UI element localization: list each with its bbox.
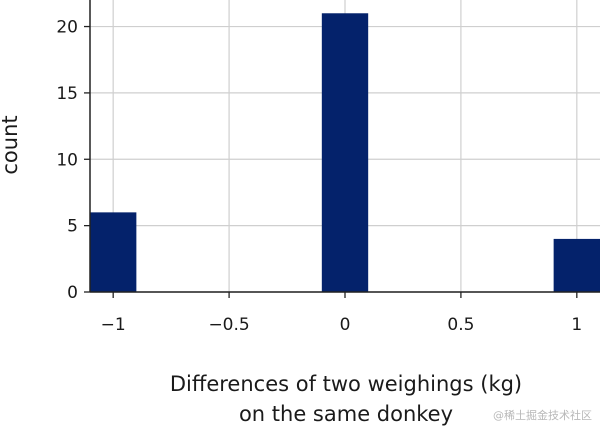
y-tick-label-0: 0 — [67, 283, 78, 303]
x-tick-label-4: 1 — [571, 315, 582, 335]
y-axis-ticks: 0 5 10 15 20 — [56, 18, 90, 303]
x-tick-label-3: 0.5 — [447, 315, 474, 335]
watermark: @稀土掘金技术社区 — [493, 409, 592, 422]
x-tick-label-0: −1 — [101, 315, 126, 335]
x-tick-label-1: −0.5 — [208, 315, 249, 335]
y-axis-title: count — [0, 115, 22, 174]
y-tick-label-1: 5 — [67, 217, 78, 237]
bar-0 — [90, 212, 137, 292]
bars — [90, 13, 600, 292]
x-tick-label-2: 0 — [340, 315, 351, 335]
x-axis-ticks: −1 −0.5 0 0.5 1 — [101, 292, 582, 335]
x-axis-title-line-2: on the same donkey — [239, 402, 453, 426]
bar-1 — [321, 13, 369, 292]
y-tick-label-3: 15 — [56, 84, 78, 104]
y-tick-label-4: 20 — [56, 18, 78, 38]
x-axis-title-line-1: Differences of two weighings (kg) — [170, 372, 522, 396]
bar-2 — [553, 238, 600, 292]
y-tick-label-2: 10 — [56, 150, 78, 170]
